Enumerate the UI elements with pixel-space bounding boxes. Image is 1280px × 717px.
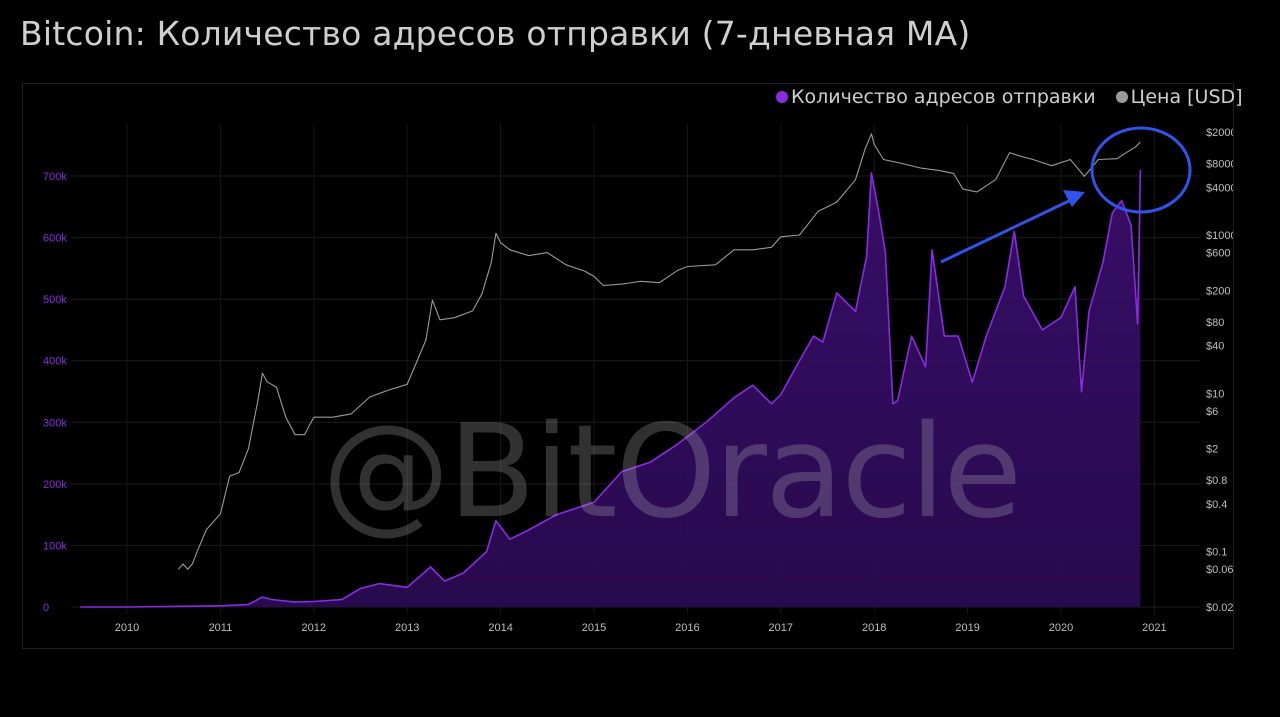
y-left-tick-label: 600k [43,233,67,245]
x-tick-label: 2017 [769,622,793,634]
legend-item-price[interactable]: Цена [USD] [1115,86,1243,108]
annotation-arrow-shaft [940,198,1072,264]
legend-item-addresses[interactable]: Количество адресов отправки [776,86,1096,108]
series-addresses-line [80,169,1142,608]
legend-dot-addresses-icon [776,91,788,103]
x-tick-label: 2011 [209,622,233,634]
x-tick-label: 2010 [115,622,139,634]
y-left-tick-label: 700k [43,171,67,183]
y-right-tick-label: $0.8 [1206,475,1227,487]
annotation-arrow-head [1063,190,1085,207]
y-left-tick-label: 0 [43,602,49,614]
y-right-tick-label: $8000 [1206,159,1233,171]
page-title: Bitcoin: Количество адресов отправки (7-… [20,14,971,53]
series-addresses-area [80,169,1141,608]
x-tick-label: 2016 [675,622,699,634]
chart-panel: 0 100k 200k 300k 400k 500k 600k 700k $20000 $8000… [22,83,1234,649]
x-tick-label: 2012 [302,622,326,634]
legend-dot-price-icon [1115,91,1128,103]
y-right-tick-label: $40 [1206,341,1224,353]
y-right-tick-label: $80 [1206,317,1224,329]
x-tick-label: 2014 [488,622,512,634]
y-left-tick-label: 100k [43,540,67,552]
y-right-tick-label: $0.4 [1206,499,1227,511]
chart-legend: Количество адресов отправки Цена [USD] [776,86,1263,108]
series-price-line [177,133,1141,570]
y-right-tick-label: $4000 [1206,182,1233,194]
chart-svg: 0 100k 200k 300k 400k 500k 600k 700k $20000 $8000… [43,124,1233,634]
y-right-tick-label: $600 [1206,248,1230,260]
y-left-tick-label: 500k [43,294,67,306]
legend-label-price: Цена [USD] [1130,86,1243,108]
y-left-tick-label: 300k [43,417,67,429]
y-right-tick-label: $0.02 [1206,602,1233,614]
y-right-tick-label: $10 [1206,388,1224,400]
x-tick-label: 2020 [1049,622,1073,634]
x-tick-label: 2019 [955,622,979,634]
y-right-tick-label: $0.06 [1206,564,1233,576]
x-tick-label: 2021 [1142,622,1166,634]
y-right-tick-label: $20000 [1206,127,1233,139]
y-right-tick-label: $2 [1206,444,1218,456]
watermark: @BitOracle [322,398,1022,547]
x-tick-label: 2013 [395,622,419,634]
y-left-tick-label: 400k [43,356,67,368]
x-tick-label: 2015 [582,622,606,634]
x-tick-label: 2018 [862,622,886,634]
y-right-tick-label: $200 [1206,285,1230,297]
y-left-tick-label: 200k [43,479,67,491]
y-right-tick-label: $0.1 [1206,547,1227,559]
y-right-tick-label: $1000 [1206,230,1233,242]
legend-label-addresses: Количество адресов отправки [791,86,1096,108]
annotation-circle [1090,126,1192,214]
y-right-tick-label: $6 [1206,406,1218,418]
